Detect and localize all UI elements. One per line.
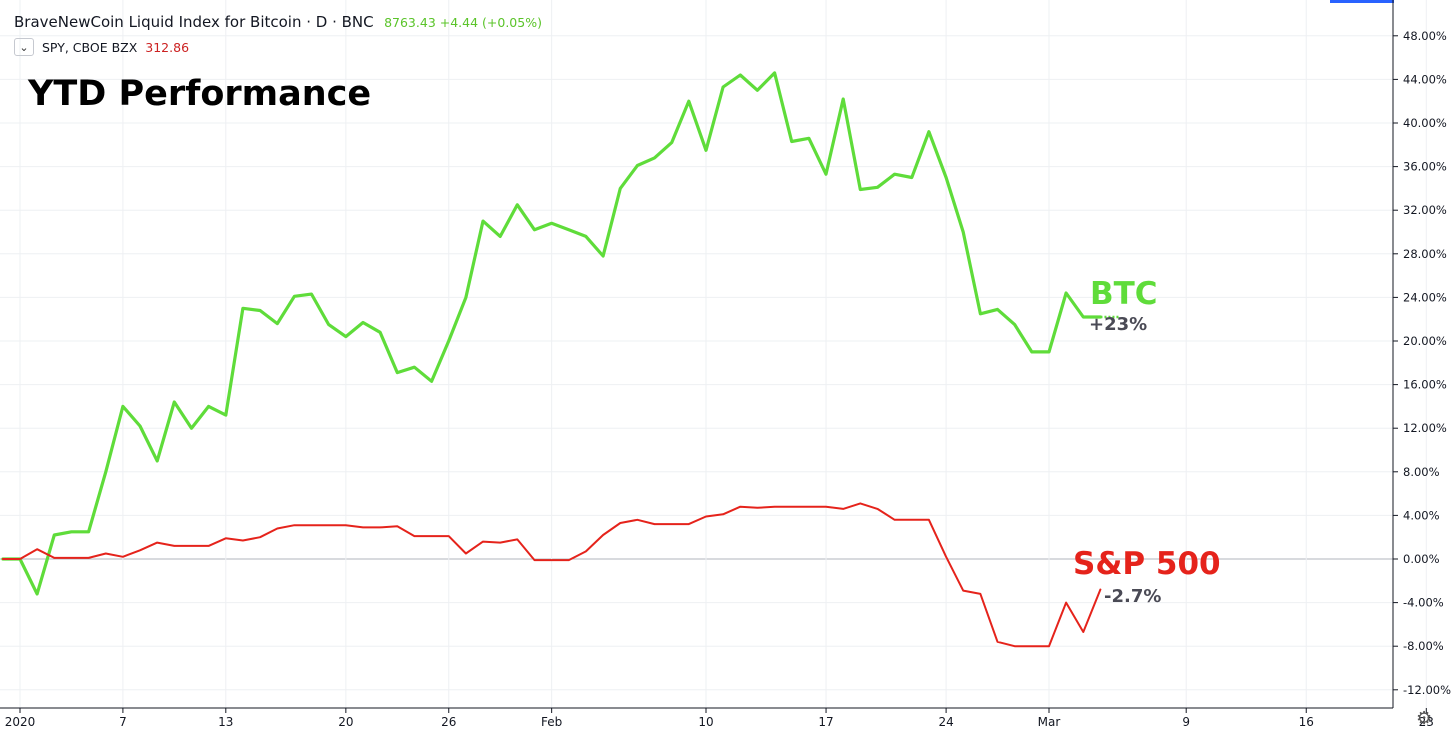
y-tick-label: 12.00%: [1403, 421, 1447, 435]
x-tick-label: 24: [938, 715, 953, 729]
y-tick-label: 24.00%: [1403, 290, 1447, 304]
y-tick-label: -4.00%: [1403, 596, 1444, 610]
btc-line: [1, 71, 1103, 596]
spx-series-label: S&P 500: [1073, 546, 1221, 582]
y-tick-label: 40.00%: [1403, 116, 1447, 130]
chevron-down-icon[interactable]: ⌄: [14, 38, 34, 56]
x-tick-label: 20: [338, 715, 353, 729]
compare-symbol-label: SPY, CBOE BZX: [42, 39, 138, 55]
x-tick-label: 16: [1299, 715, 1314, 729]
x-tick-label: 26: [441, 715, 456, 729]
gear-icon[interactable]: ⚙: [1416, 708, 1433, 728]
x-tick-label: 9: [1182, 715, 1190, 729]
y-tick-label: 0.00%: [1403, 552, 1440, 566]
chart-title: YTD Performance: [28, 74, 372, 114]
series-layer: [1, 71, 1119, 648]
grid-lines: [0, 0, 1427, 708]
y-tick-label: 16.00%: [1403, 378, 1447, 392]
spx-change-label: -2.7%: [1104, 586, 1162, 607]
y-tick-label: -8.00%: [1403, 639, 1444, 653]
x-tick-label: 17: [818, 715, 833, 729]
x-tick-label: Mar: [1038, 715, 1061, 729]
y-tick-label: 8.00%: [1403, 465, 1440, 479]
y-tick-label: 4.00%: [1403, 508, 1440, 522]
y-tick-label: 28.00%: [1403, 247, 1447, 261]
x-tick-label: Feb: [541, 715, 562, 729]
btc-change-label: +23%: [1089, 314, 1148, 335]
x-tick-label: 23: [1419, 715, 1434, 729]
spx-line: [1, 502, 1102, 648]
compare-symbol-legend[interactable]: ⌄ SPY, CBOE BZX 312.86: [14, 38, 189, 56]
y-tick-label: 32.00%: [1403, 203, 1447, 217]
y-tick-label: 36.00%: [1403, 160, 1447, 174]
x-tick-label: 2020: [5, 715, 36, 729]
x-tick-label: 7: [119, 715, 127, 729]
main-symbol-legend[interactable]: BraveNewCoin Liquid Index for Bitcoin · …: [14, 13, 542, 31]
top-accent-bar: [1330, 0, 1394, 3]
compare-symbol-value: 312.86: [145, 39, 190, 55]
btc-series-label: BTC: [1090, 276, 1158, 312]
y-tick-label: 20.00%: [1403, 334, 1447, 348]
main-symbol-label: BraveNewCoin Liquid Index for Bitcoin · …: [14, 13, 374, 31]
y-tick-label: 48.00%: [1403, 29, 1447, 43]
y-tick-label: -12.00%: [1403, 683, 1451, 697]
x-tick-label: 10: [698, 715, 713, 729]
main-symbol-values: 8763.43 +4.44 (+0.05%): [384, 15, 542, 30]
x-tick-label: 13: [218, 715, 233, 729]
y-tick-label: 44.00%: [1403, 72, 1447, 86]
